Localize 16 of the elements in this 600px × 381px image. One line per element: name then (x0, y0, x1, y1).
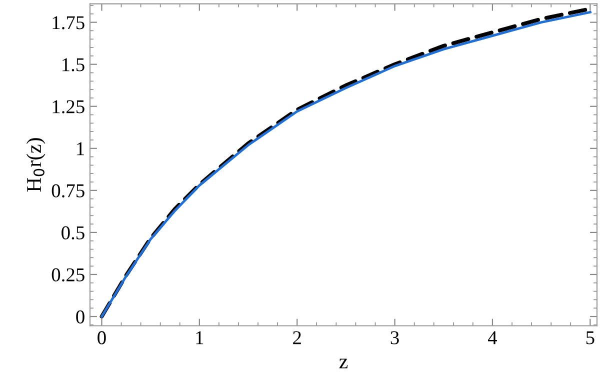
y-tick-label: 0 (76, 310, 84, 324)
x-tick-label: 0 (98, 331, 106, 344)
y-tick-label: 0.75 (52, 184, 84, 198)
y-tick-label: 1.75 (52, 16, 84, 30)
y-tick-label: 1.5 (62, 58, 84, 72)
y-tick-label: 0.25 (52, 268, 84, 282)
y-tick-label: 0.5 (62, 226, 84, 240)
y-axis-title: H$_{0}$r(z) (26, 138, 46, 192)
x-tick-label: 1 (196, 331, 204, 344)
y-tick-label: 1.25 (52, 100, 84, 114)
y-tick-label: 1 (77, 142, 84, 156)
x-tick-label: 2 (293, 331, 301, 344)
x-tick-label: 3 (390, 331, 399, 344)
x-axis-title: z (339, 358, 348, 368)
x-tick-label: 4 (488, 331, 498, 344)
x-tick-label: 5 (586, 331, 594, 344)
